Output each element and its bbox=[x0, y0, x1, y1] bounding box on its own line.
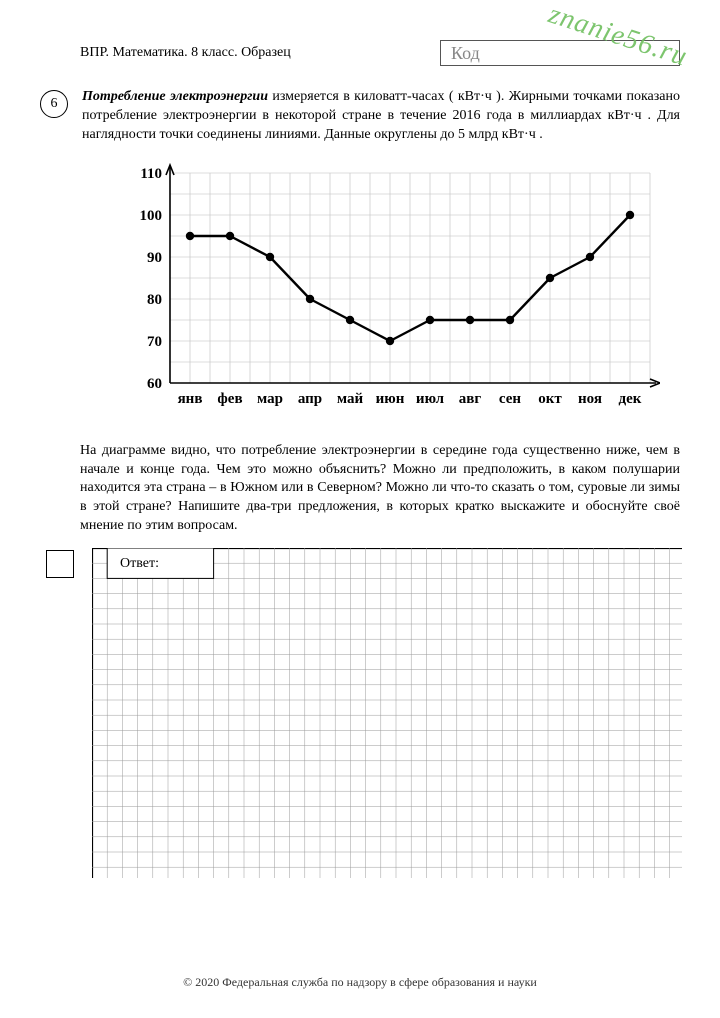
svg-text:ноя: ноя bbox=[578, 391, 602, 407]
svg-text:янв: янв bbox=[178, 391, 203, 407]
svg-text:фев: фев bbox=[217, 391, 242, 407]
page-header: ВПР. Математика. 8 класс. Образец Код bbox=[40, 40, 680, 66]
page: znanie56.ru ВПР. Математика. 8 класс. Об… bbox=[0, 0, 720, 1018]
answer-label: Ответ: bbox=[120, 556, 159, 572]
svg-text:авг: авг bbox=[459, 391, 482, 407]
answer-block: Ответ: bbox=[40, 548, 680, 883]
line-chart: 60 70 80 90 100 110 янвфевмарапрмайиюниюлавг се… bbox=[120, 163, 660, 423]
svg-text:сен: сен bbox=[499, 391, 521, 407]
svg-text:июл: июл bbox=[416, 391, 445, 407]
task-block: 6 Потребление электроэнергии измеряется … bbox=[40, 88, 680, 145]
svg-text:60: 60 bbox=[147, 376, 162, 392]
grader-checkbox[interactable] bbox=[46, 550, 74, 578]
svg-text:апр: апр bbox=[298, 391, 322, 407]
svg-text:дек: дек bbox=[619, 391, 642, 407]
code-label: Код bbox=[451, 43, 480, 64]
svg-text:100: 100 bbox=[140, 208, 163, 224]
svg-text:110: 110 bbox=[140, 166, 162, 182]
task-number-badge: 6 bbox=[40, 90, 68, 118]
question-text: На диаграмме видно, что потребление элек… bbox=[80, 442, 680, 536]
svg-text:май: май bbox=[337, 391, 364, 407]
page-footer: © 2020 Федеральная служба по надзору в с… bbox=[0, 975, 720, 990]
code-input[interactable]: Код bbox=[440, 40, 680, 66]
task-intro: Потребление электроэнергии измеряется в … bbox=[82, 88, 680, 145]
answer-area[interactable]: Ответ: bbox=[92, 548, 682, 883]
svg-text:июн: июн bbox=[376, 391, 405, 407]
answer-grid bbox=[92, 548, 682, 878]
task-intro-bold: Потребление электроэнергии bbox=[82, 89, 268, 104]
svg-text:мар: мар bbox=[257, 391, 283, 407]
header-title: ВПР. Математика. 8 класс. Образец bbox=[40, 45, 291, 61]
svg-text:80: 80 bbox=[147, 292, 162, 308]
chart-container: 60 70 80 90 100 110 янвфевмарапрмайиюниюлавг се… bbox=[120, 163, 680, 428]
svg-text:70: 70 bbox=[147, 334, 162, 350]
svg-text:90: 90 bbox=[147, 250, 162, 266]
svg-text:окт: окт bbox=[538, 391, 562, 407]
